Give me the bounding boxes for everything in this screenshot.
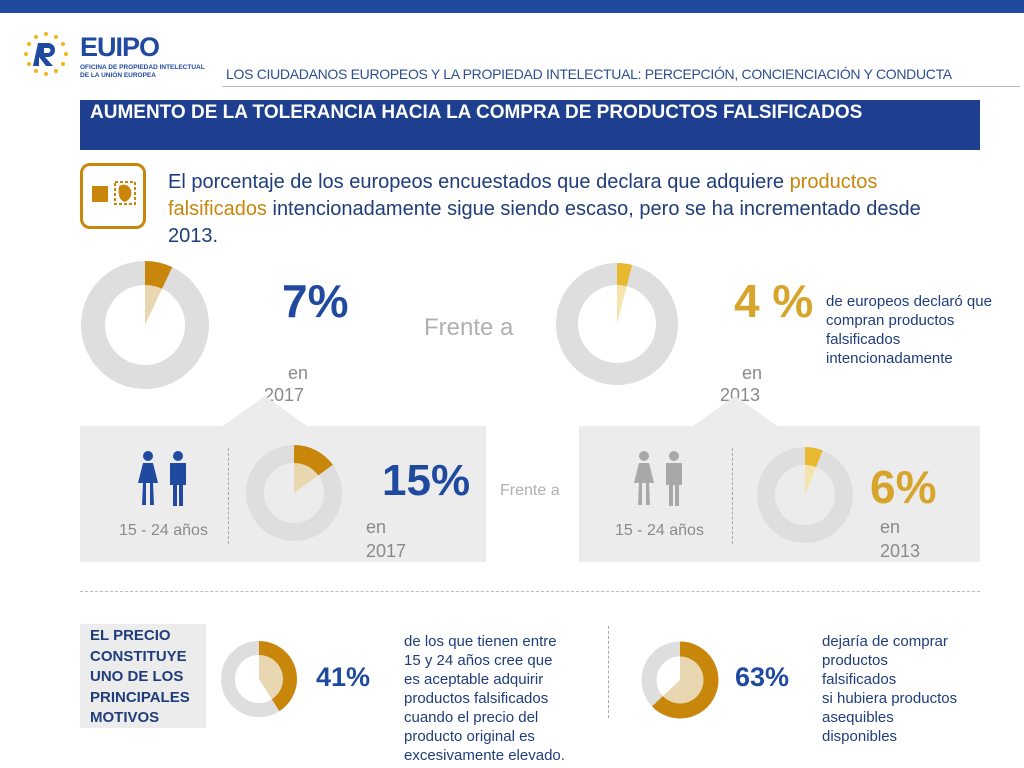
frente-a-overall: Frente a — [424, 314, 514, 341]
donut-segment — [259, 641, 297, 712]
logo-wordmark: EUIPO — [80, 32, 160, 62]
section-title: AUMENTO DE LA TOLERANCIA HACIA LA COMPRA… — [80, 100, 980, 150]
text-41: de los que tienen entre 15 y 24 años cre… — [404, 633, 565, 764]
shop-icon — [80, 163, 146, 229]
donut-2017-overall — [81, 261, 209, 389]
header-divider — [222, 86, 1020, 87]
en-2017-youth-label: en — [366, 517, 387, 537]
age-label-2013: 15 - 24 años — [615, 522, 704, 539]
donut-41 — [221, 641, 297, 717]
donut-segment — [294, 445, 333, 476]
donut-inner-wedge — [662, 656, 704, 704]
woman-man-icon — [138, 451, 186, 506]
overall-description: de europeos declaró que compran producto… — [826, 293, 992, 367]
year-2013-youth-label: 2013 — [880, 541, 921, 561]
youth-panel-2013 — [579, 426, 980, 562]
age-label-2017: 15 - 24 años — [119, 522, 208, 539]
pct-2013-youth: 6% — [870, 461, 937, 513]
section-divider — [80, 591, 980, 592]
donut-2013-youth — [757, 447, 853, 543]
pct-2017-overall: 7% — [282, 275, 349, 327]
panel-left-separator — [228, 448, 229, 544]
donut-segment — [651, 641, 719, 719]
year-2017-youth-label: 2017 — [366, 541, 407, 561]
donut-inner-wedge — [259, 655, 283, 700]
donut-segment — [145, 261, 173, 289]
donut-inner-wedge — [294, 463, 319, 493]
frente-a-youth: Frente a — [500, 482, 560, 499]
motives-separator — [608, 626, 609, 718]
donut-2017-youth — [246, 445, 342, 541]
motive-box: EL PRECIO CONSTITUYE UNO DE LOS PRINCIPA… — [80, 624, 206, 728]
en-2013-youth-label: en — [880, 517, 901, 537]
donut-inner-wedge — [617, 285, 627, 324]
pct-63: 63% — [735, 662, 790, 692]
pct-2017-youth: 15% — [382, 456, 471, 505]
logo-subtitle: OFICINA DE PROPIEDAD INTELECTUAL DE LA U… — [80, 64, 205, 79]
panel-right-pointer — [690, 396, 780, 428]
donut-2013-overall — [556, 263, 678, 385]
intro-highlight: productos falsificados — [168, 171, 878, 220]
donut-inner-wedge — [805, 465, 817, 495]
eu-stars-logo-icon — [24, 32, 68, 76]
en-2017-label: en — [288, 363, 309, 383]
year-2017-label: 2017 — [264, 385, 305, 405]
donut-63 — [641, 641, 719, 719]
donut-inner-wedge — [145, 285, 163, 325]
top-accent-bar — [0, 0, 1024, 13]
intro-paragraph: El porcentaje de los europeos encuestado… — [168, 171, 921, 247]
pct-41: 41% — [316, 662, 371, 692]
panel-right-separator — [732, 448, 733, 544]
donut-segment — [805, 447, 823, 468]
header-title: LOS CIUDADANOS EUROPEOS Y LA PROPIEDAD I… — [226, 66, 952, 82]
pct-2013-overall: 4 % — [734, 275, 814, 327]
euipo-logo: EUIPO OFICINA DE PROPIEDAD INTELECTUAL D… — [22, 30, 222, 86]
text-63: dejaría de comprar productos falsificado… — [822, 633, 958, 745]
panel-left-pointer — [220, 396, 310, 428]
donut-segment — [617, 263, 633, 287]
en-2013-label: en — [742, 363, 763, 383]
woman-man-icon — [634, 451, 682, 506]
